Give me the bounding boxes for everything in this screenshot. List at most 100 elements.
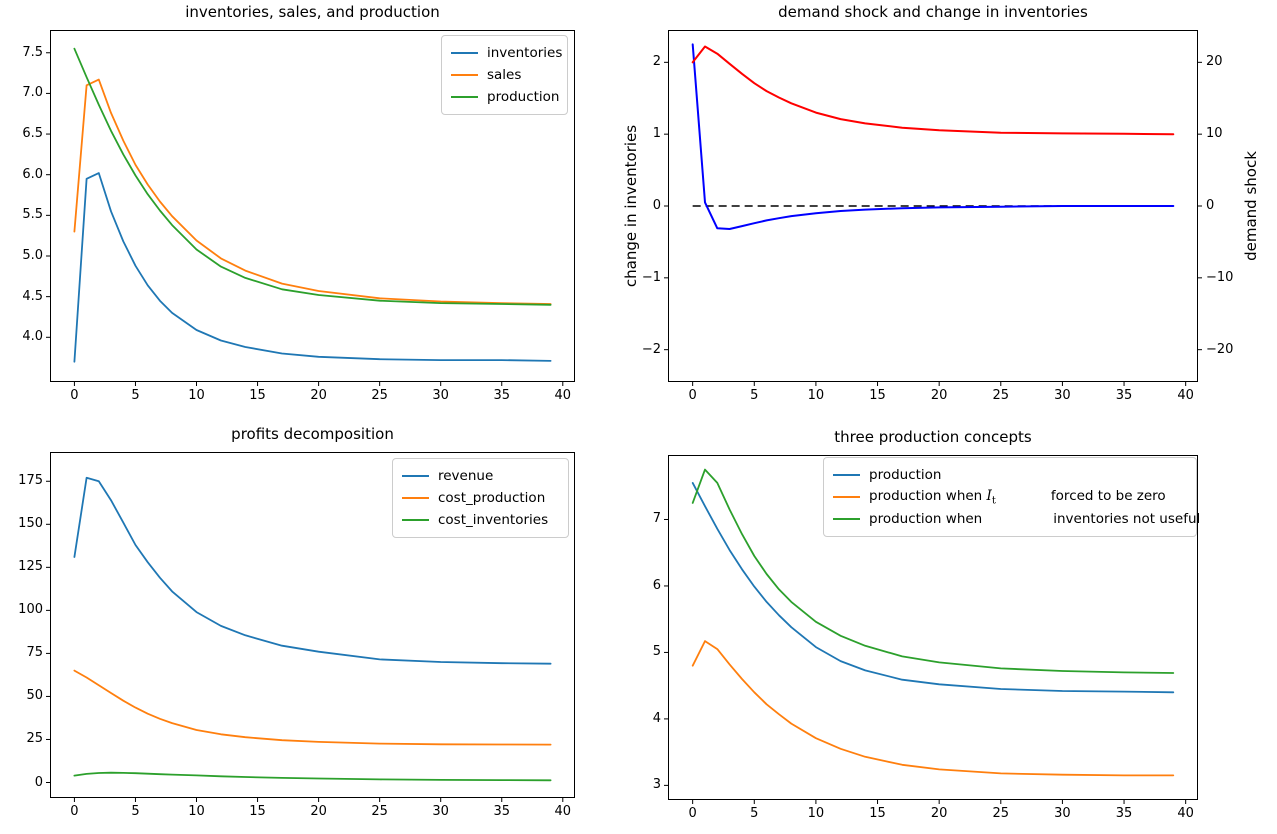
- legend-item: cost_production: [402, 487, 559, 509]
- y-tick-label: 0: [34, 774, 43, 790]
- x-tick-label: 5: [750, 806, 759, 821]
- legend-line-sample: [833, 518, 860, 520]
- y-tick-label-right: 10: [1206, 126, 1223, 142]
- plot-area: [664, 30, 1202, 386]
- x-tick-label: 5: [131, 388, 140, 403]
- legend-label: production when It forced to be zero: [869, 487, 1166, 507]
- y-axis-label-left: change in inventories: [622, 124, 640, 288]
- legend-line-sample: [451, 96, 478, 98]
- y-tick-label: 75: [26, 645, 43, 661]
- x-tick-label: 15: [249, 804, 266, 819]
- y-tick-label: 50: [26, 688, 43, 704]
- legend-item: revenue: [402, 465, 559, 487]
- plot-area: [46, 452, 575, 802]
- legend: production production when It forced to be…: [823, 457, 1200, 537]
- x-tick-label: 15: [869, 388, 886, 403]
- y-tick-label: −2: [641, 341, 661, 357]
- y-tick-label-right: −20: [1206, 341, 1234, 357]
- x-tick-label: 10: [188, 804, 205, 819]
- x-tick-label: 30: [432, 388, 449, 403]
- legend-line-sample: [402, 519, 429, 521]
- legend-line-sample: [402, 475, 429, 477]
- x-tick-label: 40: [554, 388, 572, 403]
- y-tick-label: 7.5: [22, 44, 43, 60]
- legend-line-sample: [833, 496, 860, 498]
- legend-label: production: [869, 467, 942, 483]
- chart-title: demand shock and change in inventories: [778, 3, 1088, 21]
- y-tick-label: 1: [652, 126, 661, 142]
- legend-item: cost_inventories: [402, 509, 559, 531]
- x-tick-label: 25: [371, 388, 388, 403]
- x-tick-label: 5: [131, 804, 140, 819]
- y-tick-label: 125: [18, 559, 43, 575]
- x-tick-label: 15: [869, 806, 886, 821]
- y-tick-label: −1: [641, 269, 661, 285]
- legend: inventories sales production: [441, 35, 568, 115]
- y-tick-label-right: −10: [1206, 269, 1234, 285]
- x-tick-label: 35: [493, 804, 511, 819]
- x-tick-label: 0: [688, 388, 697, 403]
- chart-title: inventories, sales, and production: [185, 3, 440, 21]
- legend-item: production when It forced to be zero: [833, 486, 1187, 508]
- x-tick-label: 35: [1115, 388, 1133, 403]
- x-tick-label: 30: [1054, 388, 1071, 403]
- y-tick-label: 6: [652, 577, 661, 593]
- y-axis-label-right: demand shock: [1242, 151, 1260, 261]
- legend-item: production: [451, 86, 560, 108]
- legend-label: inventories: [487, 45, 563, 61]
- legend-label: production when inventories not useful: [869, 511, 1201, 527]
- chart-title: three production concepts: [834, 428, 1032, 446]
- legend-item: production when inventories not useful: [833, 508, 1200, 530]
- x-tick-label: 25: [992, 388, 1010, 403]
- y-tick-label: 4: [652, 710, 661, 726]
- legend-item: production: [833, 464, 1187, 486]
- x-tick-label: 20: [930, 806, 948, 821]
- x-tick-label: 35: [1115, 806, 1133, 821]
- y-tick-label: 5.5: [22, 207, 43, 223]
- x-tick-label: 10: [188, 388, 205, 403]
- chart-demand-shock-change-in-inventories: demand shock and change in inventories c…: [622, 3, 1260, 403]
- y-tick-label: 150: [18, 516, 43, 532]
- y-tick-label: 100: [18, 602, 43, 618]
- x-tick-label: 30: [432, 804, 449, 819]
- plot-area: [664, 455, 1198, 804]
- y-tick-label: 5: [652, 644, 661, 660]
- legend-label: sales: [487, 67, 522, 83]
- x-tick-label: 10: [807, 388, 825, 403]
- x-tick-label: 25: [992, 806, 1010, 821]
- y-tick-label: 5.0: [22, 247, 43, 263]
- chart-inventories-sales-production: inventories, sales, and production inven…: [22, 3, 575, 403]
- x-tick-label: 5: [750, 388, 759, 403]
- chart-profits-decomposition: profits decomposition revenue cost_produc…: [18, 425, 575, 819]
- y-tick-label: 6.0: [22, 166, 43, 182]
- x-tick-label: 0: [688, 806, 697, 821]
- x-tick-label: 20: [930, 388, 948, 403]
- y-tick-label: 175: [18, 473, 43, 489]
- legend-line-sample: [451, 74, 478, 76]
- plot-area: [46, 30, 575, 386]
- legend: revenue cost_production cost_inventories: [392, 458, 569, 538]
- y-tick-label: 2: [652, 54, 661, 70]
- y-tick-label: 4.0: [22, 329, 43, 345]
- x-tick-label: 15: [249, 388, 266, 403]
- y-tick-label: 3: [652, 777, 661, 793]
- y-tick-label-right: 20: [1206, 54, 1223, 70]
- legend-line-sample: [451, 52, 478, 54]
- legend-item: sales: [451, 64, 558, 86]
- y-tick-label: 7: [652, 511, 661, 527]
- y-tick-label: 4.5: [22, 288, 43, 304]
- legend-item: inventories: [451, 42, 562, 64]
- x-tick-label: 35: [493, 388, 511, 403]
- x-tick-label: 20: [310, 388, 327, 403]
- x-tick-label: 0: [70, 388, 79, 403]
- x-tick-label: 25: [371, 804, 388, 819]
- legend-line-sample: [833, 474, 860, 476]
- x-tick-label: 40: [554, 804, 572, 819]
- y-tick-label: 6.5: [22, 126, 43, 142]
- legend-line-sample: [402, 497, 429, 499]
- x-tick-label: 40: [1177, 806, 1194, 821]
- y-tick-label: 7.0: [22, 85, 43, 101]
- x-tick-label: 0: [70, 804, 79, 819]
- chart-three-production-concepts: three production concepts production prod…: [653, 428, 1201, 821]
